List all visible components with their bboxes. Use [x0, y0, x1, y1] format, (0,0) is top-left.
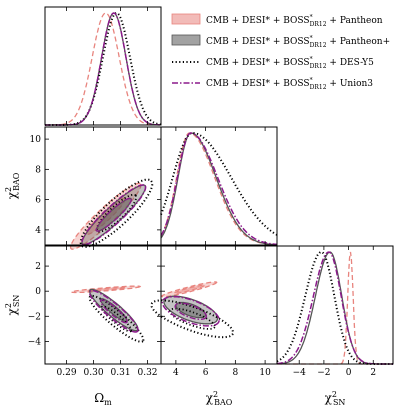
- x-tick-label: −2: [317, 368, 330, 378]
- y-axis-label-bao-text: χ2BAO: [4, 172, 21, 199]
- x-axis-label-om: Ωm: [94, 391, 112, 407]
- x-axis-label-om-text: Ωm: [94, 391, 112, 407]
- x-axis-label-bao-text: χ2 BAO: [206, 390, 233, 407]
- marginal-om: [45, 11, 162, 126]
- x-axis-label-sn: χ2 SN: [325, 390, 346, 407]
- panel-bao-vs-om: [69, 178, 154, 250]
- legend-swatch-1: [171, 34, 201, 46]
- y-ticks-sn-r2: [161, 265, 277, 342]
- marginal-curve-om-2: [45, 11, 162, 126]
- y-tick-label: 0: [35, 287, 41, 297]
- contour-inner-bao-om-3: [95, 197, 132, 232]
- x-tick-label: 2: [370, 368, 376, 378]
- contour-inner-sn-om-3: [99, 299, 128, 324]
- x-tick-label: 6: [203, 368, 209, 378]
- panel-sn-vs-om: [70, 285, 145, 343]
- x-tick-label: 0.32: [137, 368, 157, 378]
- contour-sn-bao-0: [161, 281, 218, 298]
- legend: CMB + DESI* + BOSS* DR12 + Pantheon CMB + …: [171, 13, 390, 91]
- frame-diag-om: [44, 6, 162, 126]
- x-ticks-om-r0: [66, 7, 148, 125]
- marginal-bao: [160, 132, 278, 246]
- contour-inner-sn-bao-2: [168, 307, 216, 330]
- y-tick-label: −2: [28, 312, 41, 322]
- legend-label-1: CMB + DESI* + BOSS* DR12 + Pantheon+: [206, 35, 390, 49]
- contour-sn-bao-2: [150, 299, 235, 339]
- x-ticks-om-r2: 0.29 0.30 0.31 0.32: [57, 246, 158, 378]
- contour-inner-bao-om-2: [95, 193, 138, 233]
- x-tick-label: 0: [346, 368, 352, 378]
- marginal-curve-bao-2: [160, 132, 278, 236]
- contour-sn-om-3: [88, 289, 139, 333]
- marginal-curve-sn-3: [276, 251, 393, 365]
- x-ticks-bao-r2: 4 6 8 10: [173, 246, 271, 378]
- marginal-curve-sn-1: [277, 251, 393, 365]
- y-axis-label-sn-text: χ2SN: [4, 295, 21, 316]
- marginal-sn: [276, 250, 393, 365]
- marginal-curve-bao-3: [160, 132, 278, 246]
- y-ticks-bao-r1: 4 6 8 10: [30, 135, 161, 236]
- y-axis-label-sn: χ2SN: [4, 295, 21, 316]
- y-axis-label-bao: χ2BAO: [4, 172, 21, 199]
- legend-label-0: CMB + DESI* + BOSS* DR12 + Pantheon: [206, 14, 383, 28]
- contour-bao-om-3: [81, 184, 147, 246]
- x-ticks-om-r1: [66, 127, 148, 245]
- contour-inner-sn-om-2: [100, 305, 133, 333]
- x-ticks-bao-r1: [175, 127, 266, 245]
- marginal-curve-om-0: [45, 12, 161, 126]
- contour-sn-bao-3: [161, 295, 220, 327]
- x-tick-label: 4: [173, 368, 179, 378]
- y-tick-label: 2: [35, 262, 41, 272]
- y-tick-label: 6: [35, 196, 41, 206]
- x-axis-label-sn-text: χ2 SN: [325, 390, 346, 407]
- x-tick-label: 0.31: [111, 368, 131, 378]
- marginal-curve-om-3: [45, 12, 161, 126]
- legend-label-2: CMB + DESI* + BOSS* DR12 + DES-Y5: [206, 56, 374, 70]
- frame-bao-vs-om: [44, 126, 162, 246]
- marginal-curve-sn-2: [276, 250, 393, 365]
- contour-inner-sn-bao-3: [174, 302, 208, 320]
- panel-sn-vs-bao: [150, 281, 235, 339]
- x-tick-label: 0.29: [57, 368, 77, 378]
- contour-bao-om-2: [79, 178, 154, 248]
- marginal-curve-sn-0: [277, 251, 393, 365]
- contour-inner-sn-bao-0: [173, 284, 205, 294]
- legend-swatch-0: [171, 13, 201, 25]
- y-tick-label: −4: [28, 337, 42, 347]
- x-tick-label: 8: [232, 368, 238, 378]
- frame-sn-vs-bao: [160, 245, 278, 365]
- y-tick-label: 10: [30, 135, 42, 145]
- x-axis-label-bao: χ2 BAO: [206, 390, 233, 407]
- y-tick-label: 4: [35, 226, 41, 236]
- x-ticks-sn-r2: −4 −2 0 2: [293, 246, 376, 378]
- y-ticks-sn-r2: −4 −2 0 2: [28, 262, 161, 347]
- x-tick-label: 10: [259, 368, 271, 378]
- x-tick-label: 0.30: [84, 368, 104, 378]
- legend-label-3: CMB + DESI* + BOSS* DR12 + Union3: [206, 77, 373, 91]
- x-tick-label: −4: [293, 368, 307, 378]
- y-tick-label: 8: [35, 165, 41, 175]
- marginal-curve-bao-0: [160, 132, 277, 246]
